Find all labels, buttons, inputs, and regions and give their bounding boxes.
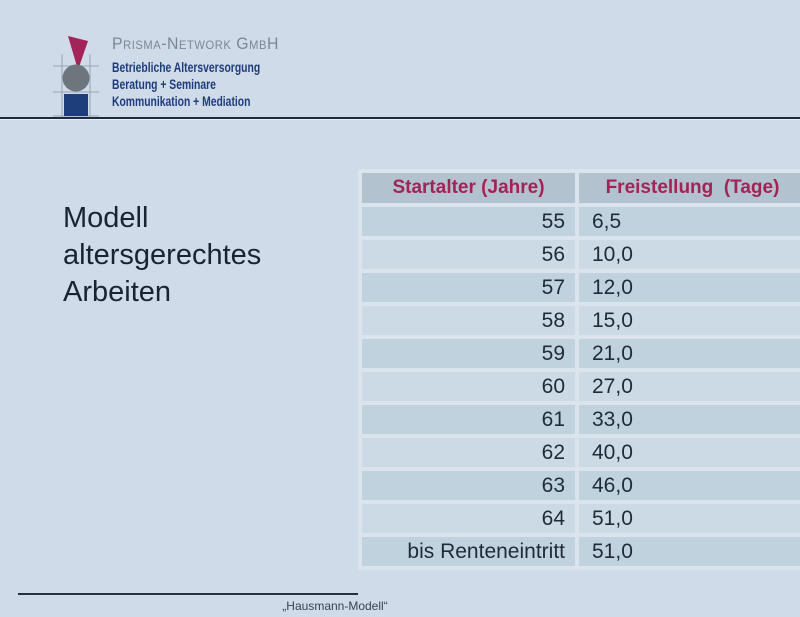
table-header-startalter: Startalter (Jahre) — [362, 173, 575, 203]
table-row: 61 33,0 — [362, 405, 800, 434]
table-row: 64 51,0 — [362, 504, 800, 533]
table-container: Startalter (Jahre) Freistellung (Tage) 5… — [358, 169, 800, 570]
cell-freistellung: 10,0 — [579, 240, 800, 269]
cell-freistellung: 12,0 — [579, 273, 800, 302]
freistellung-table: Startalter (Jahre) Freistellung (Tage) 5… — [358, 169, 800, 570]
company-taglines: Betriebliche Altersversorgung Beratung +… — [112, 59, 261, 109]
cell-startalter: 58 — [362, 306, 575, 335]
table-row: 55 6,5 — [362, 207, 800, 236]
cell-startalter: 62 — [362, 438, 575, 467]
table-row: bis Renteneintritt 51,0 — [362, 537, 800, 566]
cell-startalter: 64 — [362, 504, 575, 533]
cell-freistellung: 51,0 — [579, 537, 800, 566]
company-name: Prisma-Network GmbH — [112, 34, 280, 53]
prisma-logo-icon — [53, 36, 99, 120]
cell-freistellung: 27,0 — [579, 372, 800, 401]
page-title: Modell altersgerechtes Arbeiten — [63, 202, 262, 308]
footer-divider — [18, 593, 358, 595]
logo-square-icon — [64, 94, 88, 116]
cell-freistellung: 6,5 — [579, 207, 800, 236]
cell-startalter: 61 — [362, 405, 575, 434]
table-row: 62 40,0 — [362, 438, 800, 467]
table-row: 60 27,0 — [362, 372, 800, 401]
table-row: 63 46,0 — [362, 471, 800, 500]
header-divider — [0, 117, 800, 120]
cell-startalter: bis Renteneintritt — [362, 537, 575, 566]
table-body: 55 6,5 56 10,0 57 12,0 58 15,0 59 21,0 60 27,0 61 33,… — [362, 207, 800, 566]
cell-freistellung: 21,0 — [579, 339, 800, 368]
cell-freistellung: 15,0 — [579, 306, 800, 335]
logo-triangle-icon — [68, 36, 88, 70]
cell-freistellung: 40,0 — [579, 438, 800, 467]
cell-freistellung: 51,0 — [579, 504, 800, 533]
cell-startalter: 57 — [362, 273, 575, 302]
cell-freistellung: 33,0 — [579, 405, 800, 434]
cell-startalter: 56 — [362, 240, 575, 269]
table-row: 57 12,0 — [362, 273, 800, 302]
cell-startalter: 63 — [362, 471, 575, 500]
cell-startalter: 60 — [362, 372, 575, 401]
table-row: 59 21,0 — [362, 339, 800, 368]
table-row: 56 10,0 — [362, 240, 800, 269]
table-row: 58 15,0 — [362, 306, 800, 335]
table-header-row: Startalter (Jahre) Freistellung (Tage) — [362, 173, 800, 203]
table-header-freistellung: Freistellung (Tage) — [579, 173, 800, 203]
logo-text-block: Prisma-Network GmbH Betriebliche Altersv… — [112, 34, 312, 110]
cell-freistellung: 46,0 — [579, 471, 800, 500]
cell-startalter: 55 — [362, 207, 575, 236]
cell-startalter: 59 — [362, 339, 575, 368]
footer-caption: „Hausmann-Modell“ — [282, 599, 388, 613]
logo-circle-icon — [62, 64, 90, 92]
